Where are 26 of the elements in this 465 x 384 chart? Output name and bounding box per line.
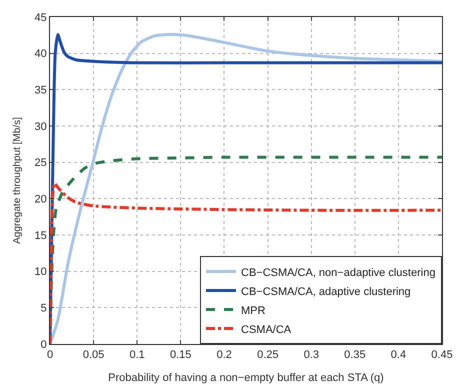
y-tick-label: 30 <box>34 120 47 133</box>
y-tick-label: 35 <box>34 84 47 97</box>
y-tick-label: 0 <box>40 338 47 351</box>
x-tick-label: 0.2 <box>216 349 232 362</box>
legend-label: CB−CSMA/CA, adaptive clustering <box>241 286 411 298</box>
legend-label: CSMA/CA <box>241 324 292 336</box>
x-axis-title: Probability of having a non−empty buffer at each STA (q) <box>108 372 384 384</box>
line-series <box>50 32 442 344</box>
x-tick-label: 0.25 <box>257 349 278 362</box>
x-tick-label: 0.15 <box>170 349 192 362</box>
x-tick-label: 0.35 <box>344 349 366 362</box>
y-tick-label: 20 <box>34 194 47 206</box>
x-tick-label: 0.45 <box>431 349 453 362</box>
y-tick-label: 10 <box>34 266 47 278</box>
x-tick-label: 0.3 <box>304 349 319 362</box>
y-tick-label: 25 <box>34 157 47 170</box>
x-tick-label: 0.05 <box>82 349 104 362</box>
y-tick-label: 45 <box>34 12 47 24</box>
x-tick-label: 0.4 <box>390 349 406 362</box>
legend-label: CB−CSMA/CA, non−adaptive clustering <box>241 266 436 279</box>
y-axis-title: Aggregate throughput [Mb/s] <box>12 116 23 244</box>
x-tick-label: 0.1 <box>129 349 145 362</box>
legend-label: MPR <box>241 304 266 317</box>
y-tick-label: 40 <box>34 48 47 60</box>
y-tick-label: 15 <box>34 230 47 242</box>
y-tick-label: 5 <box>40 302 47 315</box>
